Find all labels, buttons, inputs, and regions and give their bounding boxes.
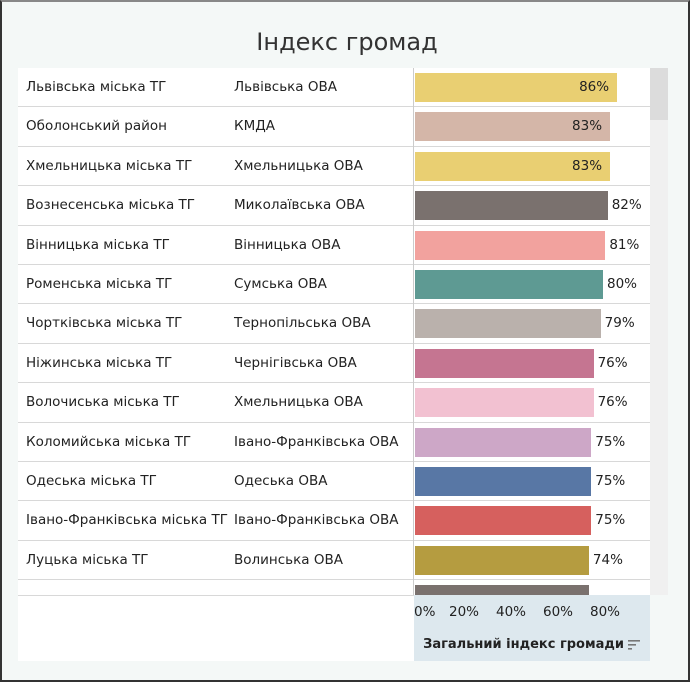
- community-name: Луцька міська ТГ: [26, 551, 149, 568]
- bar[interactable]: [415, 585, 589, 595]
- community-name: Ніжинська міська ТГ: [26, 354, 173, 371]
- community-name: Одеська міська ТГ: [26, 473, 157, 489]
- column-divider: [413, 68, 414, 661]
- region-name: Івано-Франківська ОВА: [234, 512, 399, 529]
- bar[interactable]: [415, 545, 589, 575]
- table-row[interactable]: Вознесенська міська ТГ Миколаївська ОВА 82…: [18, 186, 650, 226]
- x-tick-label: 40%: [496, 604, 527, 620]
- community-name: Роменська міська ТГ: [26, 276, 173, 292]
- bar-value-label: 74%: [592, 551, 623, 568]
- x-tick-label: 60%: [543, 604, 574, 620]
- region-name: Чернігівська ОВА: [234, 354, 357, 371]
- table-row[interactable]: Роменська міська ТГ Сумська ОВА 80%: [18, 265, 650, 305]
- bar[interactable]: [415, 73, 618, 102]
- community-name: Чортківська міська ТГ: [26, 315, 183, 332]
- scrollbar[interactable]: [650, 68, 668, 595]
- bar[interactable]: [415, 427, 592, 457]
- bar-value-label: 86%: [579, 79, 610, 95]
- bar[interactable]: [415, 112, 611, 142]
- table-row[interactable]: Хмельницька міська ТГ Хмельницька ОВА 83%: [18, 147, 650, 187]
- region-name: Хмельницька ОВА: [234, 394, 363, 411]
- bar-value-label: 75%: [595, 512, 626, 529]
- table-row[interactable]: [18, 580, 650, 595]
- region-name: Сумська ОВА: [234, 276, 327, 292]
- community-name: Вінницька міська ТГ: [26, 236, 170, 253]
- bar-value-label: 83%: [572, 157, 603, 174]
- bar[interactable]: [415, 348, 594, 378]
- bar[interactable]: [415, 151, 611, 181]
- region-name: КМДА: [234, 118, 276, 135]
- x-tick-label: 0%: [414, 604, 436, 620]
- bar-value-label: 82%: [611, 197, 642, 214]
- region-name: Миколаївська ОВА: [234, 197, 365, 214]
- bar[interactable]: [415, 467, 592, 496]
- table-row[interactable]: Оболонський район КМДА 83%: [18, 107, 650, 147]
- x-axis: Загальний індекс громади 0% 20% 40% 60% 80%: [414, 595, 650, 661]
- region-name: Тернопільська ОВА: [234, 315, 371, 332]
- table-row[interactable]: Вінницька міська ТГ Вінницька ОВА 81%: [18, 226, 650, 265]
- region-name: Івано-Франківська ОВА: [234, 433, 399, 450]
- bar-value-label: 81%: [609, 236, 640, 253]
- region-name: Волинська ОВА: [234, 551, 343, 568]
- community-name: Хмельницька міська ТГ: [26, 157, 193, 174]
- region-name: Вінницька ОВА: [234, 236, 341, 253]
- table-row[interactable]: Ніжинська міська ТГ Чернігівська ОВА 76%: [18, 344, 650, 384]
- bar-value-label: 79%: [604, 315, 635, 332]
- table-row[interactable]: Чортківська міська ТГ Тернопільська ОВА 79…: [18, 304, 650, 344]
- community-name: Вознесенська міська ТГ: [26, 197, 195, 214]
- bar[interactable]: [415, 270, 603, 299]
- bar-value-label: 76%: [597, 354, 628, 371]
- table-row[interactable]: Івано-Франківська міська ТГ Івано-Франків…: [18, 501, 650, 541]
- region-name: Львівська ОВА: [234, 79, 337, 95]
- region-name: Одеська ОВА: [234, 473, 328, 489]
- bar-value-label: 83%: [572, 118, 603, 135]
- table-row[interactable]: Львівська міська ТГ Львівська ОВА 86%: [18, 68, 650, 108]
- bar[interactable]: [415, 309, 601, 339]
- bar[interactable]: [415, 388, 594, 418]
- community-name: Івано-Франківська міська ТГ: [26, 512, 228, 529]
- region-name: Хмельницька ОВА: [234, 157, 363, 174]
- bar-value-label: 76%: [597, 394, 628, 411]
- page-title: Індекс громад: [256, 28, 438, 56]
- axis-spacer: [18, 595, 414, 661]
- bar-value-label: 75%: [595, 473, 626, 489]
- table-row[interactable]: Луцька міська ТГ Волинська ОВА 74%: [18, 541, 650, 581]
- community-name: Оболонський район: [26, 118, 167, 135]
- community-name: Львівська міська ТГ: [26, 79, 167, 95]
- table-row[interactable]: Коломийська міська ТГ Івано-Франківська О…: [18, 423, 650, 462]
- x-tick-label: 20%: [449, 604, 480, 620]
- bar-value-label: 80%: [607, 276, 638, 292]
- community-name: Коломийська міська ТГ: [26, 433, 192, 450]
- ranking-table: Львівська міська ТГ Львівська ОВА 86% Оболо…: [18, 68, 650, 595]
- bar[interactable]: [415, 506, 592, 536]
- sort-icon[interactable]: [628, 639, 640, 651]
- bar-value-label: 75%: [595, 433, 626, 450]
- x-axis-title: Загальний індекс громади: [423, 637, 624, 652]
- table-row[interactable]: Одеська міська ТГ Одеська ОВА 75%: [18, 462, 650, 502]
- bar[interactable]: [415, 191, 608, 221]
- x-tick-label: 80%: [590, 604, 621, 620]
- bar[interactable]: [415, 230, 606, 260]
- community-name: Волочиська міська ТГ: [26, 394, 180, 411]
- table-row[interactable]: Волочиська міська ТГ Хмельницька ОВА 76%: [18, 383, 650, 423]
- scrollbar-thumb[interactable]: [650, 68, 668, 120]
